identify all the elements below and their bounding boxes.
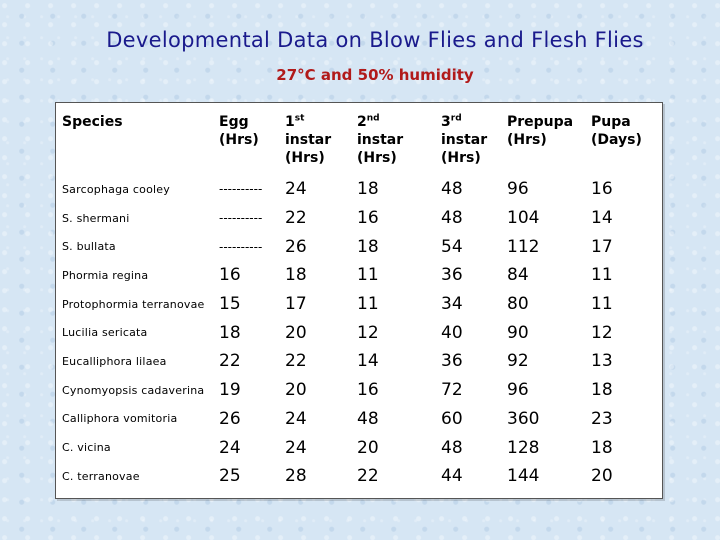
cell-prepupa: 90 [507, 322, 529, 343]
cell-pupa: 14 [591, 208, 613, 229]
cell-pupa: 20 [591, 466, 613, 487]
cell-species: Protophormia terranovae [62, 297, 205, 311]
cell-instar-3: 36 [441, 351, 463, 372]
cell-instar-3: 60 [441, 408, 463, 429]
table-header-row: Species Egg (Hrs) 1st instar (Hrs) 2nd in… [56, 103, 662, 175]
header-species: Species [62, 114, 123, 130]
cell-prepupa: 144 [507, 466, 540, 487]
table-row: S. bullata ---------- 26 18 54 112 17 [56, 232, 662, 261]
cell-instar-3: 48 [441, 179, 463, 200]
cell-egg: 15 [219, 294, 241, 315]
cell-instar-2: 14 [357, 351, 379, 372]
cell-egg: 18 [219, 322, 241, 343]
table-row: Eucalliphora lilaea 22 22 14 36 92 13 [56, 347, 662, 376]
table-row: Calliphora vomitoria 26 24 48 60 360 23 [56, 405, 662, 434]
table-row: Cynomyopsis cadaverina 19 20 16 72 96 18 [56, 376, 662, 405]
cell-instar-2: 20 [357, 437, 379, 458]
cell-instar-1: 24 [285, 408, 307, 429]
cell-egg: 24 [219, 437, 241, 458]
table-row: Sarcophaga cooley ---------- 24 18 48 96 16 [56, 175, 662, 204]
cell-instar-1: 24 [285, 179, 307, 200]
cell-egg: 26 [219, 408, 241, 429]
cell-instar-1: 22 [285, 351, 307, 372]
header-pupa: Pupa (Days) [591, 114, 642, 148]
cell-egg: 16 [219, 265, 241, 286]
cell-instar-2: 12 [357, 322, 379, 343]
development-table: Species Egg (Hrs) 1st instar (Hrs) 2nd in… [55, 102, 663, 499]
cell-prepupa: 92 [507, 351, 529, 372]
cell-instar-3: 34 [441, 294, 463, 315]
cell-egg: 22 [219, 351, 241, 372]
cell-pupa: 18 [591, 380, 613, 401]
cell-egg: ---------- [219, 182, 263, 197]
cell-instar-3: 48 [441, 208, 463, 229]
cell-instar-1: 24 [285, 437, 307, 458]
header-instar-1: 1st instar (Hrs) [285, 113, 332, 166]
table-row: C. terranovae 25 28 22 44 144 20 [56, 462, 662, 491]
cell-pupa: 17 [591, 236, 613, 257]
table-row: S. shermani ---------- 22 16 48 104 14 [56, 204, 662, 233]
cell-instar-1: 18 [285, 265, 307, 286]
cell-instar-3: 40 [441, 322, 463, 343]
header-egg: Egg (Hrs) [219, 114, 259, 148]
table-row: Phormia regina 16 18 11 36 84 11 [56, 261, 662, 290]
cell-pupa: 11 [591, 265, 613, 286]
cell-prepupa: 104 [507, 208, 540, 229]
cell-instar-3: 48 [441, 437, 463, 458]
cell-species: Calliphora vomitoria [62, 412, 178, 426]
cell-egg: ---------- [219, 211, 263, 226]
cell-instar-3: 54 [441, 236, 463, 257]
cell-instar-1: 22 [285, 208, 307, 229]
cell-prepupa: 360 [507, 408, 540, 429]
cell-instar-1: 26 [285, 236, 307, 257]
conditions-subtitle: 27°C and 50% humidity [276, 66, 474, 84]
cell-instar-3: 36 [441, 265, 463, 286]
cell-prepupa: 96 [507, 380, 529, 401]
cell-pupa: 16 [591, 179, 613, 200]
table-row: Lucilia sericata 18 20 12 40 90 12 [56, 318, 662, 347]
cell-species: Lucilia sericata [62, 326, 148, 340]
cell-instar-1: 17 [285, 294, 307, 315]
cell-instar-2: 48 [357, 408, 379, 429]
cell-instar-3: 44 [441, 466, 463, 487]
cell-instar-2: 16 [357, 208, 379, 229]
table-row: C. vicina 24 24 20 48 128 18 [56, 433, 662, 462]
cell-species: S. bullata [62, 240, 116, 254]
cell-egg: ---------- [219, 239, 263, 254]
cell-instar-2: 18 [357, 179, 379, 200]
table-row: Protophormia terranovae 15 17 11 34 80 11 [56, 290, 662, 319]
header-instar-2: 2nd instar (Hrs) [357, 113, 404, 166]
cell-pupa: 13 [591, 351, 613, 372]
cell-instar-1: 20 [285, 322, 307, 343]
cell-instar-3: 72 [441, 380, 463, 401]
cell-instar-2: 18 [357, 236, 379, 257]
cell-prepupa: 80 [507, 294, 529, 315]
slide-title: Developmental Data on Blow Flies and Fle… [106, 28, 644, 52]
cell-pupa: 11 [591, 294, 613, 315]
cell-prepupa: 96 [507, 179, 529, 200]
cell-prepupa: 128 [507, 437, 540, 458]
cell-pupa: 12 [591, 322, 613, 343]
header-prepupa: Prepupa (Hrs) [507, 114, 574, 148]
cell-species: S. shermani [62, 211, 130, 225]
cell-instar-2: 22 [357, 466, 379, 487]
cell-pupa: 18 [591, 437, 613, 458]
cell-species: Cynomyopsis cadaverina [62, 383, 205, 397]
cell-instar-1: 20 [285, 380, 307, 401]
cell-instar-2: 11 [357, 294, 379, 315]
cell-species: Sarcophaga cooley [62, 182, 170, 196]
cell-egg: 25 [219, 466, 241, 487]
cell-species: C. vicina [62, 441, 111, 455]
cell-egg: 19 [219, 380, 241, 401]
cell-prepupa: 84 [507, 265, 529, 286]
cell-instar-2: 16 [357, 380, 379, 401]
cell-species: C. terranovae [62, 469, 140, 483]
header-instar-3: 3rd instar (Hrs) [441, 113, 488, 166]
cell-species: Phormia regina [62, 268, 149, 282]
cell-species: Eucalliphora lilaea [62, 354, 167, 368]
cell-pupa: 23 [591, 408, 613, 429]
cell-instar-1: 28 [285, 466, 307, 487]
cell-instar-2: 11 [357, 265, 379, 286]
cell-prepupa: 112 [507, 236, 540, 257]
